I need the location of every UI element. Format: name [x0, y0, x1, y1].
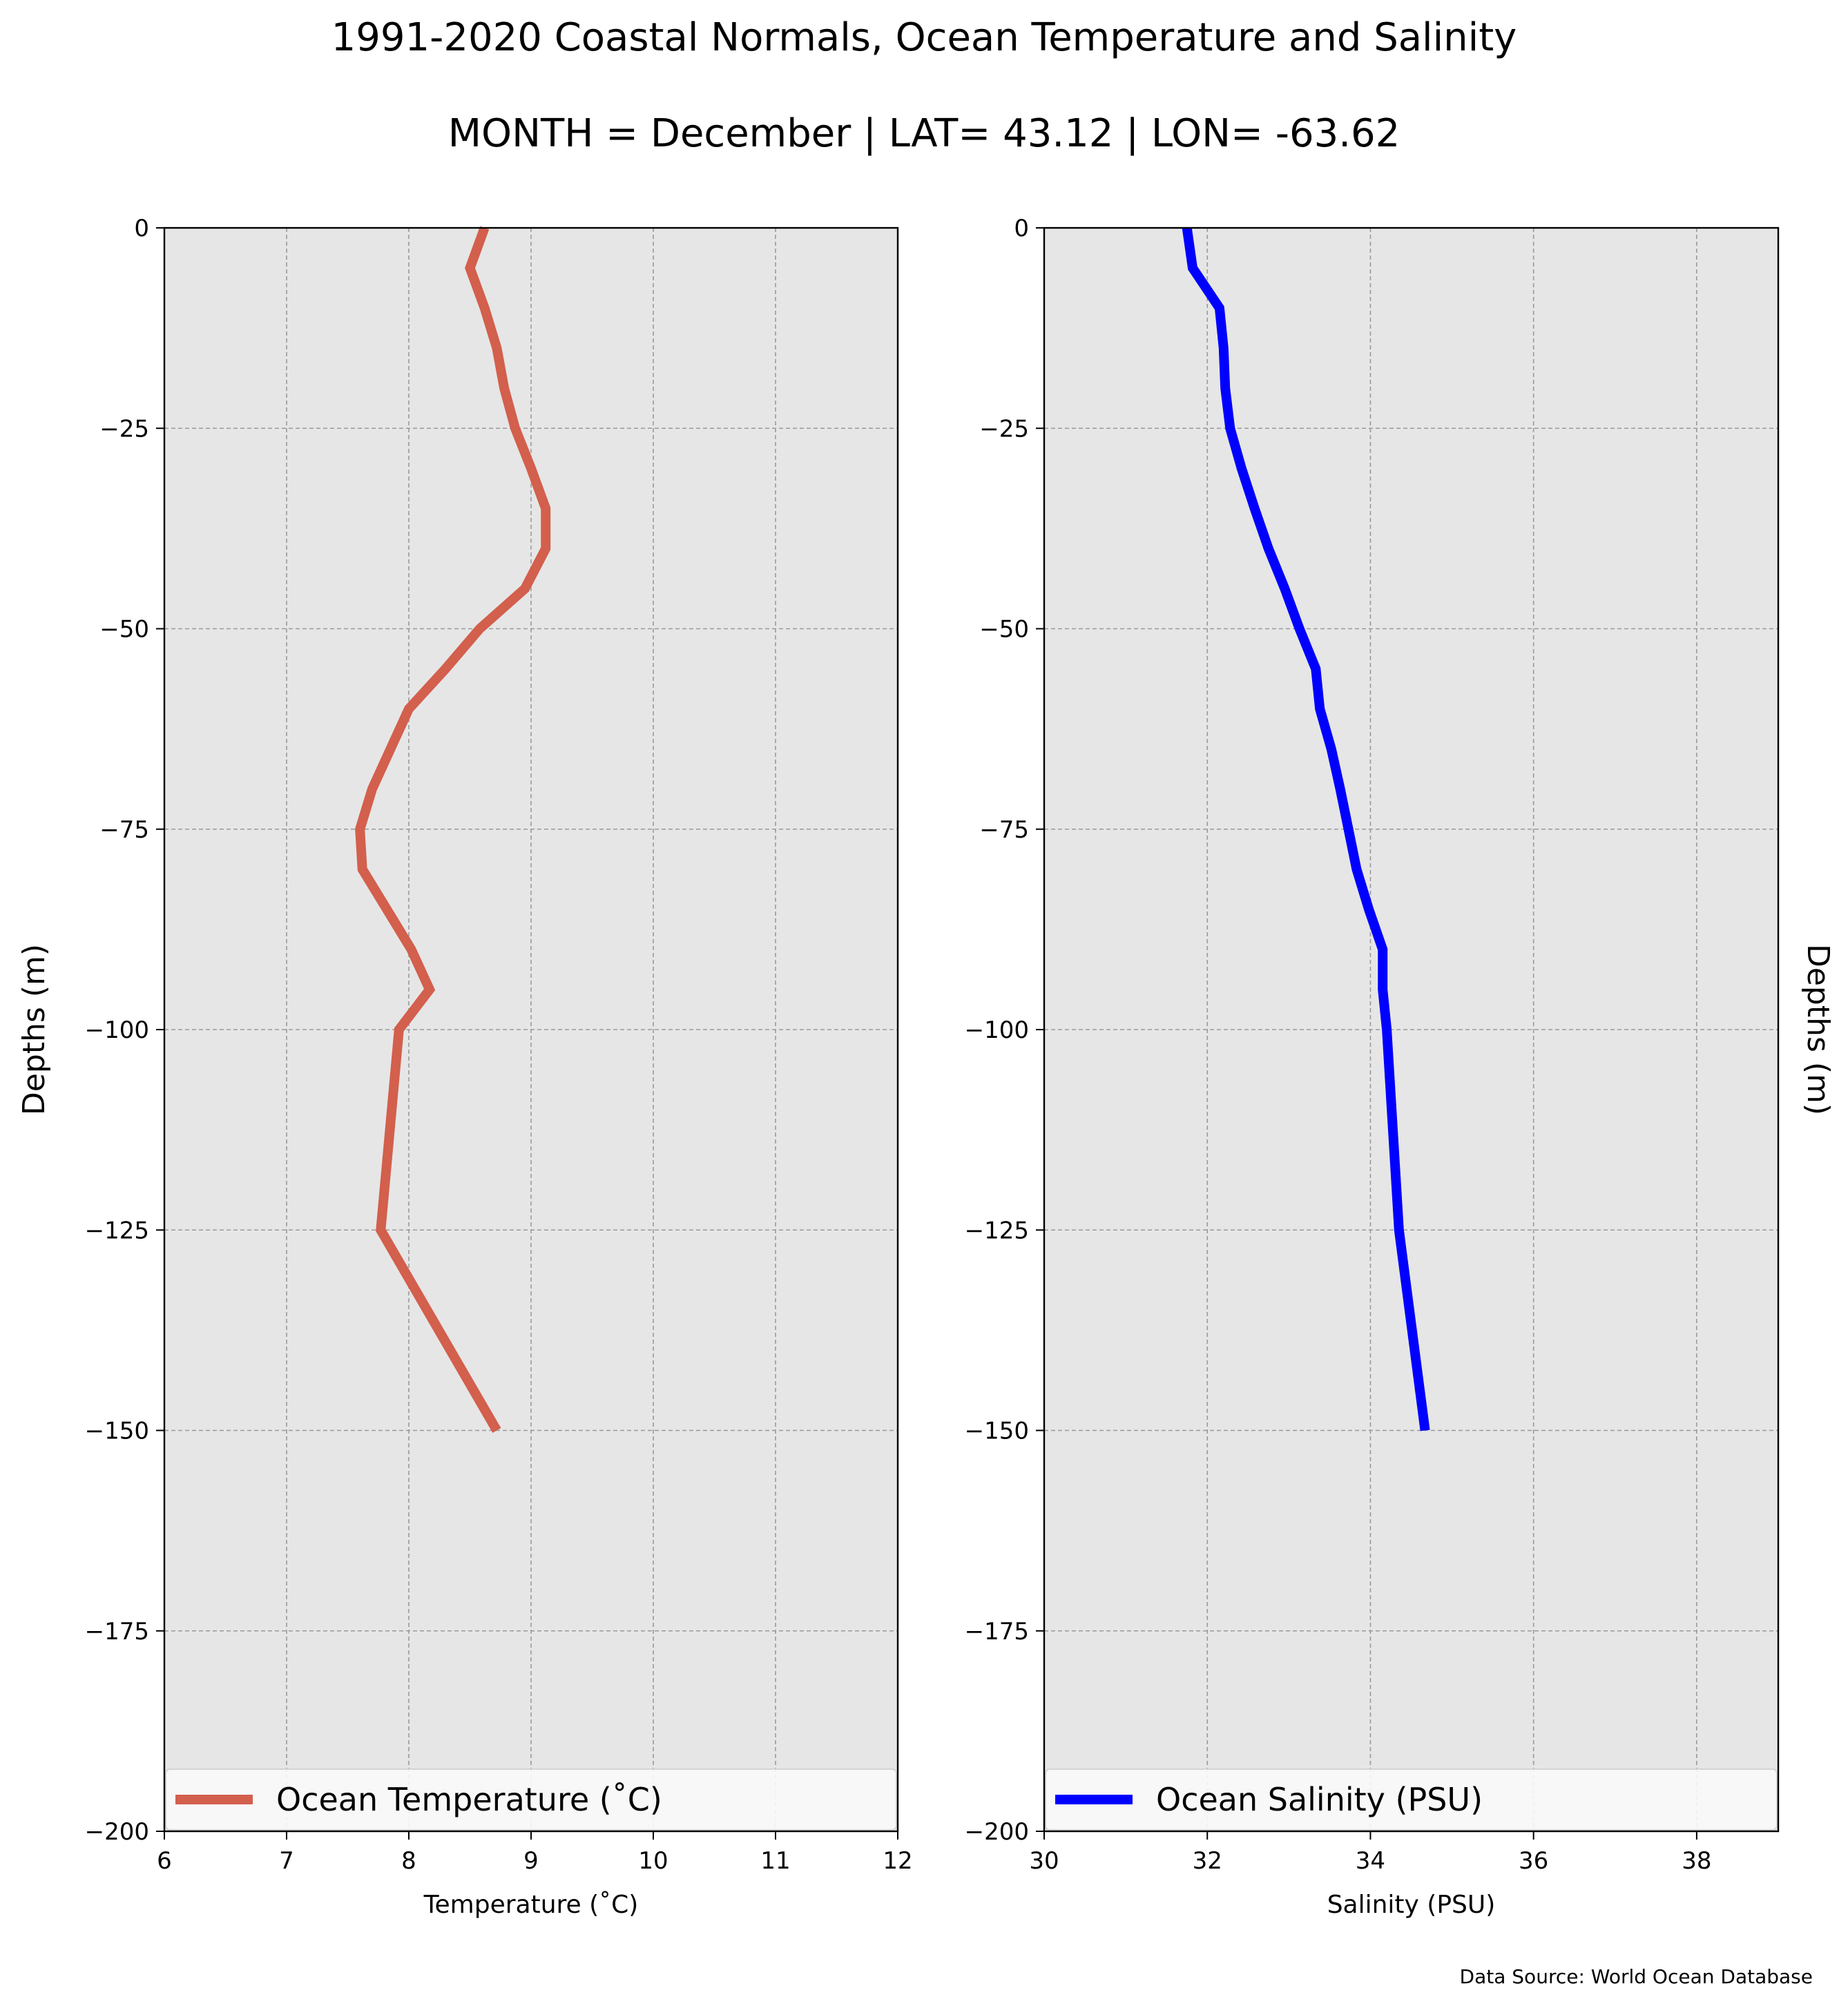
panel-2-legend: Ocean Salinity (PSU): [1046, 1769, 1777, 1830]
panel-1-legend: Ocean Temperature (˚C): [166, 1769, 896, 1830]
panel-2-x-tick-label: 38: [1682, 1847, 1711, 1875]
figure-title: 1991-2020 Coastal Normals, Ocean Tempera…: [331, 15, 1517, 60]
panel-2-y-tick-label: −150: [965, 1418, 1029, 1445]
panels: 0 −25 −50 −75 −100 −125 −150 −175 −200 6 7 8 9 10 11 12…: [17, 215, 1836, 1919]
panel-2-x-axis-label: Salinity (PSU): [1327, 1891, 1496, 1919]
panel-2-legend-label: Ocean Salinity (PSU): [1156, 1781, 1483, 1818]
panel-2-y-axis-label: Depths (m): [1800, 944, 1836, 1115]
panel-1-x-tick-label: 12: [883, 1847, 912, 1875]
figure-subtitle: MONTH = December | LAT= 43.12 | LON= -63…: [448, 111, 1401, 156]
panel-1-y-tick-label: −125: [85, 1217, 149, 1244]
panel-1-x-axis-label: Temperature (˚C): [423, 1891, 639, 1919]
panel-1-y-tick-label: −150: [85, 1418, 149, 1445]
panel-1-y-axis-label: Depths (m): [17, 944, 52, 1115]
panel-1-x-tick-label: 6: [157, 1847, 172, 1875]
panel-2-y-tick-label: −25: [979, 415, 1029, 443]
panel-2-y-tick-label: −200: [965, 1818, 1029, 1846]
panel-2-y-tick-label: −75: [979, 816, 1029, 844]
panel-1-x-tick-label: 9: [523, 1847, 539, 1875]
panel-2-x-tick-label: 32: [1193, 1847, 1222, 1875]
panel-1: 0 −25 −50 −75 −100 −125 −150 −175 −200 6 7 8 9 10 11 12…: [17, 215, 913, 1919]
panel-2-y-tick-label: −125: [965, 1217, 1029, 1244]
panel-2-x-tick-label: 34: [1356, 1847, 1385, 1875]
panel-1-y-tick-label: −25: [99, 415, 149, 443]
data-source-note: Data Source: World Ocean Database: [1460, 1965, 1813, 1988]
panel-1-y-tick-label: −75: [99, 816, 149, 844]
panel-1-y-tick-label: −200: [85, 1818, 149, 1846]
panel-1-y-tick-label: −100: [85, 1016, 149, 1044]
panel-2-y-tick-label: 0: [1014, 215, 1029, 242]
panel-2-x-tick-label: 36: [1519, 1847, 1548, 1875]
panel-1-y-tick-label: −50: [99, 616, 149, 644]
panel-2-y-tick-label: −100: [965, 1016, 1029, 1044]
panel-1-x-tick-label: 8: [401, 1847, 416, 1875]
panel-2-x-tick-label: 30: [1029, 1847, 1059, 1875]
panel-1-y-tick-label: 0: [134, 215, 149, 242]
panel-1-x-tick-label: 7: [279, 1847, 294, 1875]
panel-1-x-tick-label: 11: [760, 1847, 790, 1875]
panel-1-legend-label: Ocean Temperature (˚C): [276, 1781, 662, 1818]
panel-1-y-tick-label: −175: [85, 1618, 149, 1646]
panel-1-x-tick-label: 10: [638, 1847, 668, 1875]
panel-2-y-tick-label: −50: [979, 616, 1029, 644]
panel-2-y-tick-label: −175: [965, 1618, 1029, 1646]
